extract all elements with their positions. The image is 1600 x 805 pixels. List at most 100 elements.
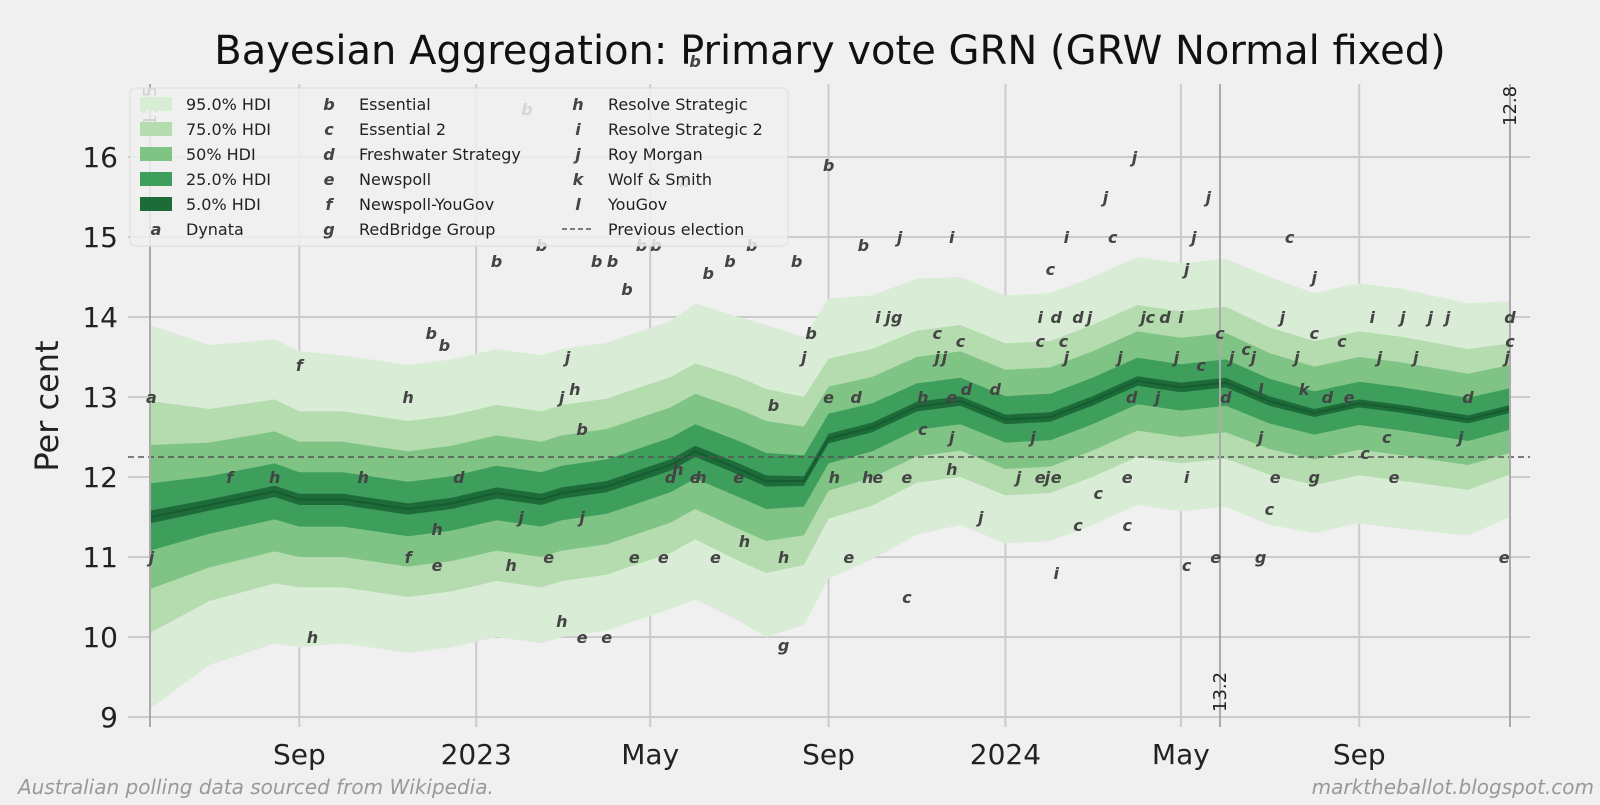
legend-item: 50% HDI: [140, 145, 256, 164]
poll-point-e: e: [577, 628, 588, 647]
poll-point-c: c: [1122, 516, 1132, 535]
poll-point-b: b: [702, 264, 713, 283]
poll-point-e: e: [1210, 548, 1221, 567]
poll-point-h: h: [917, 388, 928, 407]
value-annotation: 12.8: [1500, 86, 1521, 126]
poll-point-j: j: [1084, 308, 1093, 327]
poll-point-c: c: [1505, 332, 1515, 351]
poll-point-j: j: [1042, 468, 1051, 487]
poll-point-e: e: [658, 548, 669, 567]
legend-item: i Resolve Strategic 2: [575, 120, 763, 139]
poll-point-j: j: [894, 228, 903, 247]
legend-label: 25.0% HDI: [186, 170, 271, 189]
poll-point-c: c: [1182, 556, 1192, 575]
poll-point-d: d: [850, 388, 862, 407]
poll-point-f: f: [226, 468, 235, 487]
poll-point-i: i: [1037, 308, 1043, 327]
poll-point-j: j: [1171, 348, 1180, 367]
poll-point-c: c: [1093, 484, 1103, 503]
poll-point-j: j: [1188, 228, 1197, 247]
hdi-bands: [149, 257, 1511, 709]
x-tick-label: Sep: [273, 738, 326, 771]
poll-point-h: h: [739, 532, 750, 551]
poll-point-b: b: [426, 324, 437, 343]
poll-point-h: h: [402, 388, 413, 407]
poll-point-h: h: [556, 612, 567, 631]
legend-label: Dynata: [186, 220, 244, 239]
poll-point-h: h: [357, 468, 368, 487]
poll-point-i: i: [1184, 468, 1190, 487]
legend-item: a Dynata: [151, 220, 244, 239]
legend-label: Wolf & Smith: [608, 170, 712, 189]
poll-point-b: b: [491, 252, 502, 271]
legend-item: 95.0% HDI: [140, 95, 271, 114]
legend-item: l YouGov: [575, 195, 667, 214]
legend-label: Essential: [359, 95, 431, 114]
poll-point-i: i: [875, 308, 881, 327]
y-tick-label: 13: [82, 381, 118, 414]
legend-swatch-hdi5: [140, 197, 172, 211]
chart-title: Bayesian Aggregation: Primary vote GRN (…: [214, 28, 1445, 74]
poll-point-d: d: [1220, 388, 1232, 407]
legend-swatch-hdi75: [140, 122, 172, 136]
poll-point-d: d: [1322, 388, 1334, 407]
poll-point-h: h: [829, 468, 840, 487]
legend-item: e Newspoll: [324, 170, 432, 189]
poll-point-c: c: [956, 332, 966, 351]
axis-ticks: 9 10 11 12 13 14 15 16 Sep 2023 May Sep 2024 May Sep: [82, 141, 1385, 771]
poll-point-j: j: [1425, 308, 1434, 327]
poll-point-d: d: [1159, 308, 1171, 327]
poll-point-j: j: [975, 508, 984, 527]
poll-point-c: c: [1285, 228, 1295, 247]
poll-point-j: j: [1013, 468, 1022, 487]
poll-point-j: j: [576, 508, 585, 527]
poll-point-d: d: [990, 380, 1002, 399]
poll-point-j: j: [1226, 348, 1235, 367]
poll-point-j: j: [556, 388, 565, 407]
legend-marker-k: k: [573, 170, 585, 189]
poll-point-e: e: [1122, 468, 1133, 487]
poll-point-j: j: [1152, 388, 1161, 407]
legend-label: RedBridge Group: [359, 220, 495, 239]
legend-marker-l: l: [575, 195, 581, 214]
legend-label: YouGov: [607, 195, 667, 214]
poll-point-b: b: [858, 236, 869, 255]
poll-point-e: e: [733, 468, 744, 487]
poll-point-e: e: [1499, 548, 1510, 567]
poll-point-c: c: [1146, 308, 1156, 327]
poll-point-c: c: [1046, 260, 1056, 279]
poll-point-d: d: [1462, 388, 1474, 407]
poll-point-j: j: [1203, 188, 1212, 207]
poll-point-e: e: [1389, 468, 1400, 487]
poll-point-g: g: [1255, 548, 1266, 567]
poll-point-e: e: [543, 548, 554, 567]
legend-item: f Newspoll-YouGov: [326, 195, 495, 214]
legend-label: Freshwater Strategy: [359, 145, 521, 164]
y-tick-label: 12: [82, 461, 118, 494]
poll-point-b: b: [607, 252, 618, 271]
legend-swatch-hdi50: [140, 147, 172, 161]
legend-swatch-hdi25: [140, 172, 172, 186]
poll-point-h: h: [269, 468, 280, 487]
poll-point-b: b: [791, 252, 802, 271]
poll-point-j: j: [946, 428, 955, 447]
legend-label: Roy Morgan: [608, 145, 703, 164]
legend-item: 75.0% HDI: [140, 120, 271, 139]
poll-point-i: i: [949, 228, 955, 247]
poll-point-g: g: [778, 636, 789, 655]
legend-marker-f: f: [326, 195, 335, 214]
poll-point-b: b: [823, 156, 834, 175]
legend-item: g RedBridge Group: [323, 220, 495, 239]
y-tick-label: 16: [82, 141, 118, 174]
poll-point-e: e: [710, 548, 721, 567]
band-hdi25: [150, 357, 1510, 551]
poll-point-e: e: [823, 388, 834, 407]
poll-point-h: h: [307, 628, 318, 647]
poll-point-c: c: [1073, 516, 1083, 535]
poll-point-c: c: [1108, 228, 1118, 247]
poll-point-c: c: [1382, 428, 1392, 447]
poll-point-j: j: [1181, 260, 1190, 279]
y-axis-label: Per cent: [28, 340, 66, 471]
poll-point-j: j: [939, 348, 948, 367]
